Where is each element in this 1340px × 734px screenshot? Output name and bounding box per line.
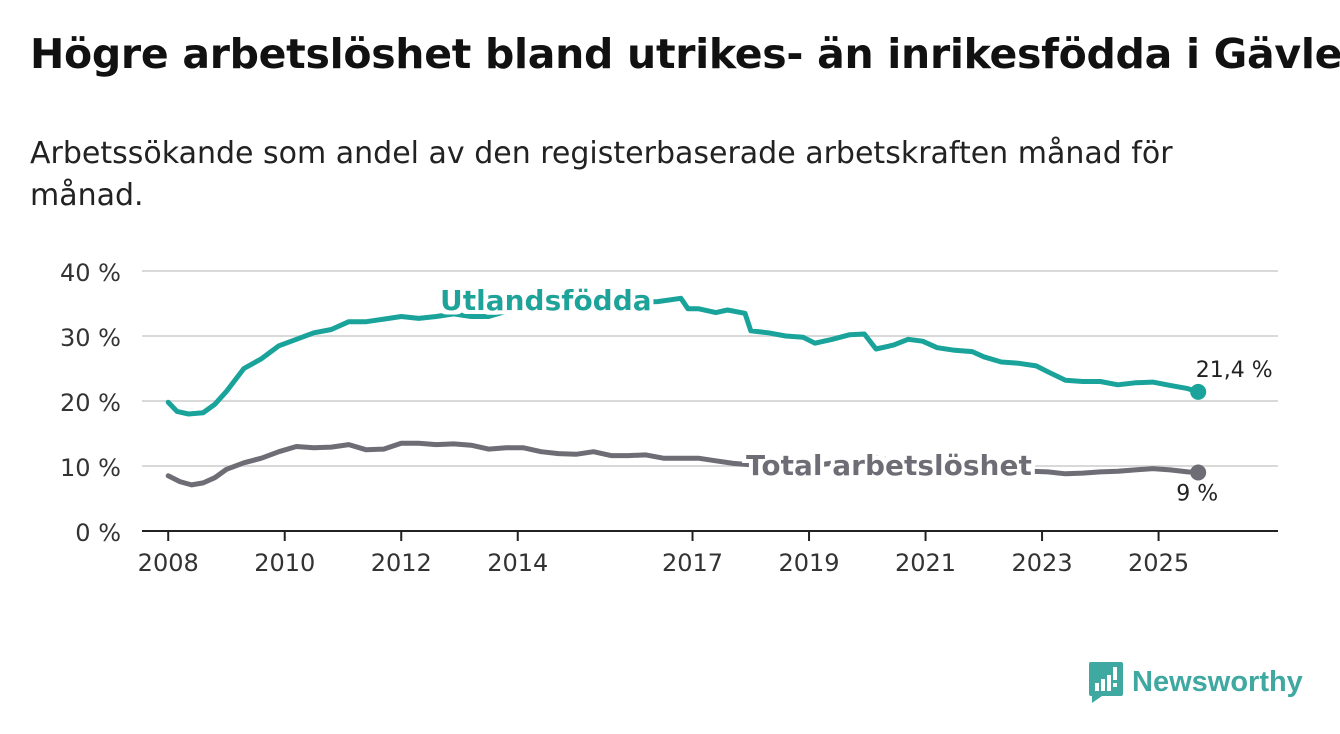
y-tick-label: 20 % xyxy=(60,389,121,417)
chart-subtitle: Arbetssökande som andel av den registerb… xyxy=(30,136,1173,213)
newsworthy-logo-icon xyxy=(1089,662,1123,703)
series-labels: Utlandsfödda Total arbetslöshet 21,4 % 9 % xyxy=(440,284,1273,507)
series-line-utlandsfodda xyxy=(165,295,1201,417)
gridlines xyxy=(142,270,1278,467)
chart-title: Högre arbetslöshet bland utrikes- än inr… xyxy=(30,30,1340,78)
series-label-total: Total arbetslöshet xyxy=(746,449,1032,482)
x-tick-label: 2008 xyxy=(138,549,199,577)
end-point-total xyxy=(1190,464,1207,481)
x-tick-label: 2010 xyxy=(254,549,315,577)
y-axis: 0 % 10 % 20 % 30 % 40 % xyxy=(60,259,121,547)
x-tick-label: 2014 xyxy=(487,549,548,577)
x-tick-label: 2017 xyxy=(662,549,723,577)
y-tick-label: 30 % xyxy=(60,324,121,352)
series-line-total xyxy=(165,440,1201,488)
x-tick-label: 2012 xyxy=(371,549,432,577)
x-tick-label: 2021 xyxy=(895,549,956,577)
y-tick-label: 40 % xyxy=(60,259,121,287)
x-tick-label: 2023 xyxy=(1012,549,1073,577)
y-tick-label: 0 % xyxy=(75,519,121,547)
series-lines xyxy=(165,295,1207,488)
series-label-utlandsfodda: Utlandsfödda xyxy=(440,284,652,317)
newsworthy-logo: Newsworthy xyxy=(1088,660,1303,704)
x-tick-label: 2025 xyxy=(1128,549,1189,577)
x-tick-label: 2019 xyxy=(778,549,839,577)
end-point-utlandsfodda xyxy=(1190,383,1207,400)
x-axis: 2008 2010 2012 2014 2017 2019 2021 2023 2025 xyxy=(138,530,1278,577)
end-value-total: 9 % xyxy=(1176,482,1218,507)
end-value-utlandsfodda: 21,4 % xyxy=(1196,358,1273,383)
newsworthy-logo-text: Newsworthy xyxy=(1132,665,1303,698)
y-tick-label: 10 % xyxy=(60,454,121,482)
